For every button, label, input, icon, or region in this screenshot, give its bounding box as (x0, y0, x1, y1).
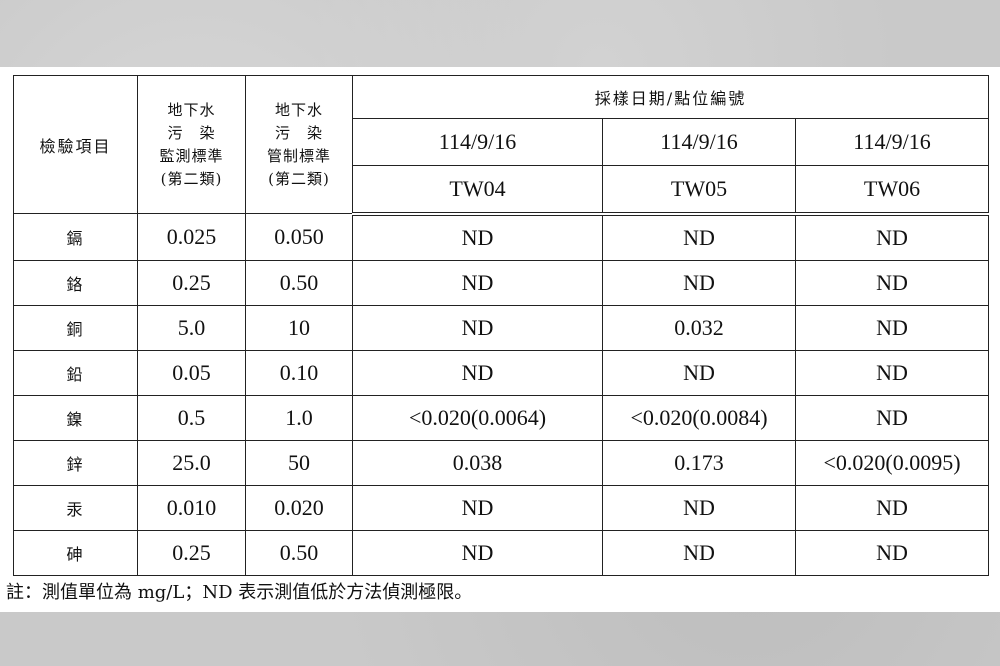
site-id: TW04 (352, 165, 603, 216)
value-cell: ND (352, 305, 603, 351)
header-line: 地下水 (274, 100, 323, 119)
control-cell: 10 (245, 305, 353, 351)
control-cell: 0.020 (245, 485, 353, 531)
value-cell: ND (602, 350, 796, 396)
item-header: 檢驗項目 (13, 75, 138, 214)
site-date: 114/9/16 (795, 118, 989, 166)
value-cell: <0.020(0.0064) (352, 395, 603, 441)
value-cell: ND (602, 530, 796, 576)
header-line: 監測標準 (159, 146, 224, 165)
item-cell: 砷 (13, 530, 138, 576)
site-date: 114/9/16 (602, 118, 796, 166)
header-line: 污 染 (274, 123, 323, 142)
monitor-cell: 0.010 (137, 485, 246, 531)
value-cell: ND (602, 260, 796, 306)
value-cell: ND (795, 530, 989, 576)
value-cell: ND (352, 213, 603, 261)
value-cell: ND (352, 485, 603, 531)
value-cell: ND (795, 350, 989, 396)
item-cell: 鎘 (13, 213, 138, 261)
header-line: (第二類) (160, 169, 223, 188)
header-line: 管制標準 (266, 146, 331, 165)
value-cell: <0.020(0.0095) (795, 440, 989, 486)
monitor-cell: 0.25 (137, 260, 246, 306)
value-cell: 0.173 (602, 440, 796, 486)
control-cell: 0.50 (245, 260, 353, 306)
value-cell: <0.020(0.0084) (602, 395, 796, 441)
site-id: TW05 (602, 165, 796, 216)
sampling-header: 採樣日期/點位編號 (352, 75, 989, 119)
groundwater-test-table: 檢驗項目 地下水 污 染 監測標準 (第二類) 地下水 污 染 管制標準 (第二… (13, 75, 989, 576)
monitor-cell: 25.0 (137, 440, 246, 486)
monitor-cell: 5.0 (137, 305, 246, 351)
control-cell: 1.0 (245, 395, 353, 441)
table-row: 鉻 0.25 0.50 ND ND ND (13, 260, 989, 306)
site-id: TW06 (795, 165, 989, 216)
table-row: 砷 0.25 0.50 ND ND ND (13, 530, 989, 576)
value-cell: ND (795, 213, 989, 261)
monitor-standard-header: 地下水 污 染 監測標準 (第二類) (137, 75, 246, 214)
value-cell: ND (795, 395, 989, 441)
table-row: 汞 0.010 0.020 ND ND ND (13, 485, 989, 531)
value-cell: 0.032 (602, 305, 796, 351)
control-cell: 0.50 (245, 530, 353, 576)
header-line: 污 染 (167, 123, 216, 142)
value-cell: 0.038 (352, 440, 603, 486)
value-cell: ND (352, 260, 603, 306)
control-cell: 50 (245, 440, 353, 486)
control-cell: 0.10 (245, 350, 353, 396)
control-standard-header: 地下水 污 染 管制標準 (第二類) (245, 75, 353, 214)
table-row: 鉛 0.05 0.10 ND ND ND (13, 350, 989, 396)
document-sheet: 檢驗項目 地下水 污 染 監測標準 (第二類) 地下水 污 染 管制標準 (第二… (0, 67, 1000, 612)
table-row: 鋅 25.0 50 0.038 0.173 <0.020(0.0095) (13, 440, 989, 486)
value-cell: ND (352, 530, 603, 576)
header-line: 地下水 (167, 100, 216, 119)
monitor-cell: 0.025 (137, 213, 246, 261)
control-cell: 0.050 (245, 213, 353, 261)
value-cell: ND (795, 260, 989, 306)
item-cell: 鋅 (13, 440, 138, 486)
item-cell: 鉻 (13, 260, 138, 306)
item-cell: 鎳 (13, 395, 138, 441)
value-cell: ND (602, 485, 796, 531)
table-row: 銅 5.0 10 ND 0.032 ND (13, 305, 989, 351)
value-cell: ND (602, 213, 796, 261)
value-cell: ND (352, 350, 603, 396)
header-line: (第二類) (268, 169, 330, 188)
site-date: 114/9/16 (352, 118, 603, 166)
item-cell: 汞 (13, 485, 138, 531)
item-cell: 銅 (13, 305, 138, 351)
monitor-cell: 0.25 (137, 530, 246, 576)
monitor-cell: 0.5 (137, 395, 246, 441)
table-row: 鎳 0.5 1.0 <0.020(0.0064) <0.020(0.0084) ND (13, 395, 989, 441)
value-cell: ND (795, 485, 989, 531)
table-row: 鎘 0.025 0.050 ND ND ND (13, 213, 989, 261)
value-cell: ND (795, 305, 989, 351)
item-cell: 鉛 (13, 350, 138, 396)
monitor-cell: 0.05 (137, 350, 246, 396)
footnote: 註：測值單位為 mg/L；ND 表示測值低於方法偵測極限。 (6, 582, 473, 603)
